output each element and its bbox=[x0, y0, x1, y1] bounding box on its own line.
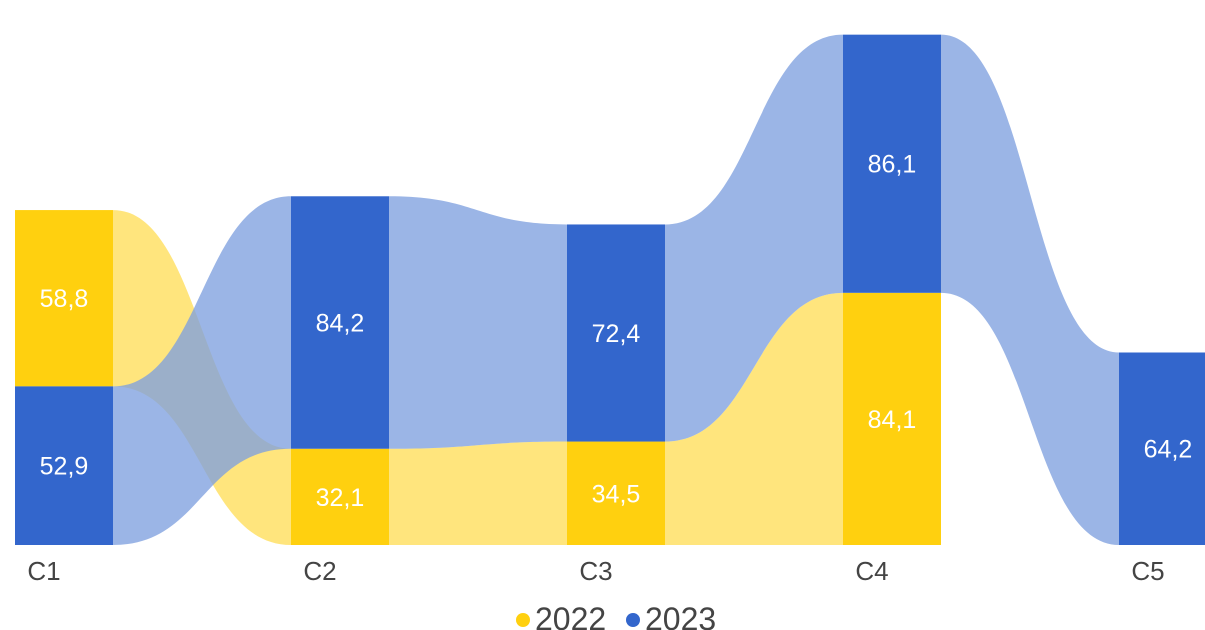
x-tick-label-C1: C1 bbox=[27, 556, 60, 586]
data-label-2022-C1: 58,8 bbox=[40, 285, 89, 313]
bar-2022-C4[interactable] bbox=[843, 292, 941, 545]
legend-marker-2023 bbox=[626, 613, 640, 627]
ribbon-2023-C1-C2 bbox=[113, 196, 291, 545]
legend-label-2022[interactable]: 2022 bbox=[535, 601, 606, 630]
x-tick-label-C4: C4 bbox=[855, 556, 888, 586]
bar-2022-C2[interactable] bbox=[291, 448, 389, 545]
bar-2023-C4[interactable] bbox=[843, 34, 941, 293]
bars bbox=[15, 34, 1205, 545]
x-tick-label-C3: C3 bbox=[579, 556, 612, 586]
data-labels: 58,8 52,9 32,1 84,2 34,5 72,4 84,1 86,1 64,2 bbox=[40, 151, 1193, 512]
data-label-2023-C1: 52,9 bbox=[40, 453, 89, 481]
ribbon-2022-C3-C4 bbox=[665, 292, 843, 545]
x-tick-label-C5: C5 bbox=[1131, 556, 1164, 586]
legend: 2022 2023 bbox=[516, 601, 716, 630]
bar-2023-C5[interactable] bbox=[1119, 352, 1205, 545]
bar-2023-C1[interactable] bbox=[15, 386, 113, 545]
data-label-2023-C3: 72,4 bbox=[592, 320, 641, 348]
bar-2023-C2[interactable] bbox=[291, 196, 389, 449]
data-label-2022-C2: 32,1 bbox=[316, 484, 365, 512]
ribbon-2023-C4-C5 bbox=[941, 34, 1119, 545]
bar-2022-C3[interactable] bbox=[567, 441, 665, 545]
bar-2022-C1[interactable] bbox=[15, 210, 113, 387]
legend-label-2023[interactable]: 2023 bbox=[645, 601, 716, 630]
x-axis-labels: C1 C2 C3 C4 C5 bbox=[27, 556, 1164, 586]
ribbon-2023-C2-C3 bbox=[389, 196, 567, 449]
data-label-2022-C3: 34,5 bbox=[592, 480, 641, 508]
ribbon-2022-C2-C3 bbox=[389, 441, 567, 545]
ribbons bbox=[113, 34, 1119, 545]
bar-2023-C3[interactable] bbox=[567, 224, 665, 442]
ribbon-2023-C3-C4 bbox=[665, 34, 843, 442]
data-label-2022-C4: 84,1 bbox=[868, 406, 917, 434]
data-label-2023-C4: 86,1 bbox=[868, 151, 917, 179]
data-label-2023-C5: 64,2 bbox=[1144, 436, 1193, 464]
x-tick-label-C2: C2 bbox=[303, 556, 336, 586]
data-label-2023-C2: 84,2 bbox=[316, 310, 365, 338]
legend-marker-2022 bbox=[516, 613, 530, 627]
